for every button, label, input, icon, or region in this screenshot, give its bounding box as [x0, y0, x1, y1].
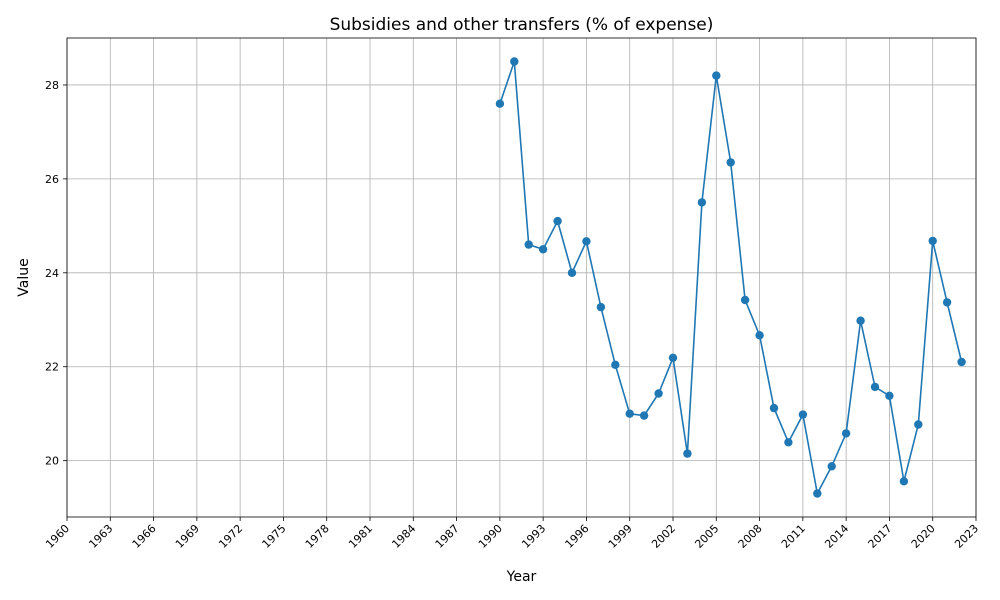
data-point: [885, 391, 894, 400]
data-point: [553, 216, 562, 226]
data-point: [683, 449, 692, 458]
data-point: [654, 389, 663, 398]
y-tick-label: 22: [45, 361, 59, 374]
x-tick-label: 2002: [649, 522, 678, 551]
y-tick-label: 26: [45, 173, 59, 186]
y-tick-label: 28: [45, 79, 59, 92]
x-tick-label: 1999: [606, 522, 635, 551]
x-tick-label: 2017: [866, 522, 895, 551]
data-point: [524, 240, 533, 249]
y-axis-label: Value: [16, 258, 32, 296]
x-tick-label: 2020: [909, 522, 938, 551]
data-point: [697, 198, 707, 207]
data-point: [957, 357, 966, 367]
y-tick-label: 20: [45, 455, 59, 468]
x-tick-label: 1969: [173, 522, 202, 551]
series-line-layer: [499, 61, 963, 496]
x-tick-label: 1975: [260, 522, 289, 551]
x-tick-label: 1993: [519, 522, 548, 551]
y-tick-label: 24: [45, 267, 59, 280]
x-tick-label: 1966: [130, 522, 159, 551]
data-point: [596, 302, 606, 312]
y-axis-ticks: 20 22 24 26 28: [45, 79, 67, 468]
data-point: [611, 360, 620, 369]
data-point: [769, 403, 779, 413]
x-tick-label: 1990: [476, 522, 505, 551]
data-point: [726, 158, 735, 167]
grid: [66, 38, 977, 517]
x-tick-label: 2023: [952, 522, 981, 551]
x-tick-label: 1960: [43, 522, 72, 551]
data-point: [495, 99, 505, 108]
plot-frame: [66, 37, 977, 518]
data-point: [625, 409, 634, 418]
x-tick-label: 2005: [692, 522, 721, 551]
x-axis-label: Year: [506, 569, 537, 585]
data-point: [841, 429, 851, 438]
x-tick-label: 1972: [216, 522, 245, 551]
x-tick-label: 1987: [433, 522, 462, 551]
x-tick-label: 1984: [389, 522, 418, 551]
data-point: [870, 382, 880, 392]
data-point: [712, 71, 721, 80]
data-point: [668, 353, 678, 362]
data-point: [899, 477, 909, 486]
data-points: [495, 57, 966, 498]
x-tick-label: 2014: [822, 522, 851, 551]
data-point: [813, 489, 822, 498]
data-point: [510, 57, 519, 66]
data-point: [827, 462, 836, 471]
x-tick-label: 1996: [563, 522, 592, 551]
data-point: [798, 410, 808, 419]
x-tick-label: 2011: [779, 522, 808, 551]
x-tick-label: 1963: [86, 522, 115, 551]
x-tick-label: 1981: [346, 522, 375, 551]
series-line: [499, 61, 963, 496]
data-point: [740, 295, 750, 305]
data-point: [856, 316, 865, 325]
data-point: [914, 420, 923, 429]
data-point: [942, 298, 952, 307]
chart-title: Subsidies and other transfers (% of expe…: [330, 15, 714, 35]
data-point: [582, 237, 591, 246]
data-point: [928, 236, 937, 246]
x-tick-label: 1978: [303, 522, 332, 551]
data-point: [567, 268, 577, 277]
data-point: [538, 245, 548, 254]
data-point: [639, 411, 649, 420]
x-axis-ticks: 1960 1963 1966 1969 1972 1975 1978 1981 1984 1987…: [43, 517, 981, 551]
x-tick-label: 2008: [736, 522, 765, 551]
data-point: [755, 331, 764, 340]
data-point: [784, 438, 793, 447]
